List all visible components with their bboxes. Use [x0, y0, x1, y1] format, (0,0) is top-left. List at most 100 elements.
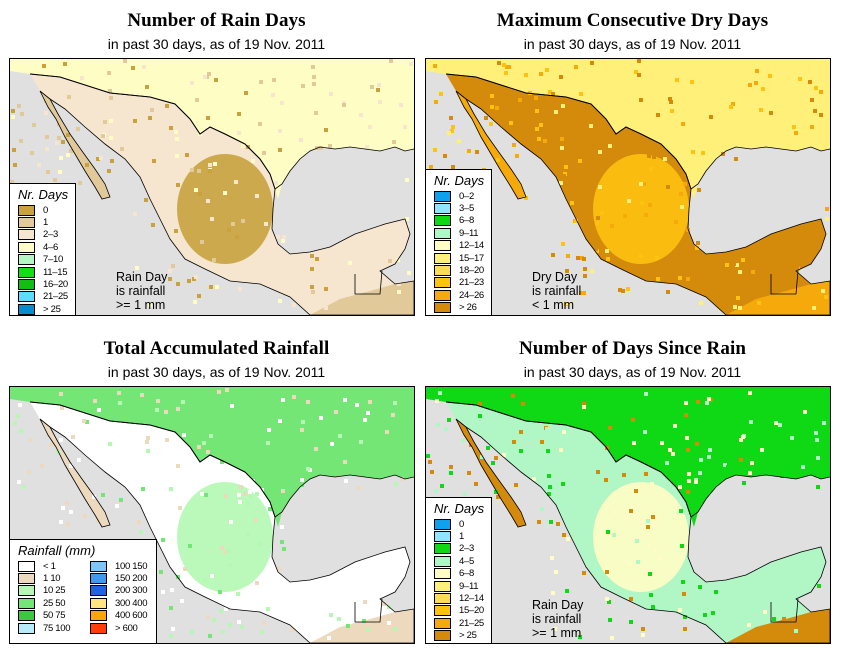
- coastline-gulf: [690, 474, 830, 518]
- legend-swatch: [434, 605, 451, 617]
- grid-cell: [761, 87, 765, 91]
- grid-cell: [59, 156, 63, 160]
- grid-cell: [687, 472, 691, 476]
- grid-cell: [547, 492, 551, 496]
- grid-cell: [133, 212, 137, 216]
- grid-cell: [312, 82, 316, 86]
- grid-cell: [559, 181, 563, 185]
- legend-swatch: [434, 289, 451, 301]
- grid-cell: [204, 493, 208, 497]
- grid-cell: [188, 544, 192, 548]
- grid-cell: [281, 239, 285, 243]
- grid-cell: [97, 408, 101, 412]
- grid-cell: [223, 550, 227, 554]
- grid-cell: [739, 458, 743, 462]
- grid-cell: [73, 395, 77, 399]
- grid-cell: [566, 301, 570, 305]
- grid-cell: [267, 428, 271, 432]
- grid-cell: [551, 591, 555, 595]
- grid-cell: [55, 141, 59, 145]
- grid-cell: [187, 279, 191, 283]
- grid-cell: [382, 602, 386, 606]
- grid-cell: [582, 257, 586, 261]
- grid-cell: [324, 306, 328, 310]
- grid-cell: [92, 495, 96, 499]
- grid-cell: [770, 87, 774, 91]
- grid-cell: [169, 634, 173, 638]
- grid-cell: [175, 154, 179, 158]
- grid-cell: [564, 165, 568, 169]
- grid-cell: [725, 263, 729, 267]
- legend-swatch: [434, 190, 451, 202]
- grid-cell: [324, 287, 328, 291]
- grid-cell: [600, 211, 604, 215]
- grid-cell: [685, 436, 689, 440]
- grid-cell: [343, 460, 347, 464]
- grid-cell: [554, 110, 558, 114]
- coastline: [29, 401, 414, 643]
- grid-cell: [429, 165, 433, 169]
- legend-label: 11–15: [43, 266, 68, 278]
- grid-cell: [494, 456, 498, 460]
- grid-cell: [774, 421, 778, 425]
- legend-label: 75 100: [43, 622, 71, 634]
- legend-item: 1 10: [10, 572, 82, 585]
- grid-cell: [674, 220, 678, 224]
- grid-cell: [767, 273, 771, 277]
- grid-cell: [387, 621, 391, 625]
- grid-cell: [665, 461, 669, 465]
- grid-cell: [565, 589, 569, 593]
- grid-cell: [67, 95, 71, 99]
- grid-cell: [145, 85, 149, 89]
- legend-swatch: [18, 279, 35, 291]
- land-central-region: [593, 154, 689, 264]
- grid-cell: [10, 180, 14, 184]
- grid-cell: [696, 400, 700, 404]
- grid-cell: [639, 182, 643, 186]
- grid-cell: [278, 129, 282, 133]
- grid-cell: [101, 134, 105, 138]
- grid-cell: [618, 288, 622, 292]
- grid-cell: [301, 84, 305, 88]
- grid-cell: [286, 92, 290, 96]
- grid-cell: [604, 108, 608, 112]
- grid-cell: [629, 597, 633, 601]
- grid-cell: [398, 79, 402, 83]
- grid-cell: [212, 258, 216, 262]
- grid-cell: [171, 412, 175, 416]
- grid-cell: [735, 263, 739, 267]
- grid-cell: [550, 556, 554, 560]
- grid-cell: [133, 119, 137, 123]
- grid-cell: [637, 59, 641, 63]
- grid-cell: [755, 69, 759, 73]
- grid-cell: [576, 256, 580, 260]
- grid-cell: [535, 109, 539, 113]
- map-max-dry-days: Nr. Days 0–2 3–5 6–8 9–11 12–14 15–17 18–20 21–…: [425, 58, 831, 316]
- grid-cell: [378, 100, 382, 104]
- grid-cell: [310, 267, 314, 271]
- grid-cell: [11, 115, 15, 119]
- grid-cell: [434, 489, 438, 493]
- grid-cell: [185, 153, 189, 157]
- panel-title: Maximum Consecutive Dry Days: [496, 10, 769, 31]
- coastline: [29, 73, 414, 315]
- grid-cell: [449, 471, 453, 475]
- grid-cell: [20, 112, 24, 116]
- grid-cell: [439, 92, 443, 96]
- grid-cell: [305, 143, 309, 147]
- grid-cell: [646, 525, 650, 529]
- grid-cell: [329, 92, 333, 96]
- legend-box: Nr. Days 0 1 2–3 4–6 7–10 11–15 16–20 21–25 > 25: [10, 183, 76, 315]
- grid-cell: [186, 81, 190, 85]
- grid-cell: [236, 104, 240, 108]
- grid-cell: [42, 64, 46, 68]
- grid-cell: [474, 482, 478, 486]
- grid-cell: [644, 213, 648, 217]
- grid-cell: [149, 189, 153, 193]
- land-baja: [40, 91, 110, 199]
- grid-cell: [786, 132, 790, 136]
- grid-cell: [229, 520, 233, 524]
- legend-swatch: [434, 240, 451, 252]
- legend-swatch: [18, 622, 35, 634]
- legend-item: 12–14: [426, 240, 491, 252]
